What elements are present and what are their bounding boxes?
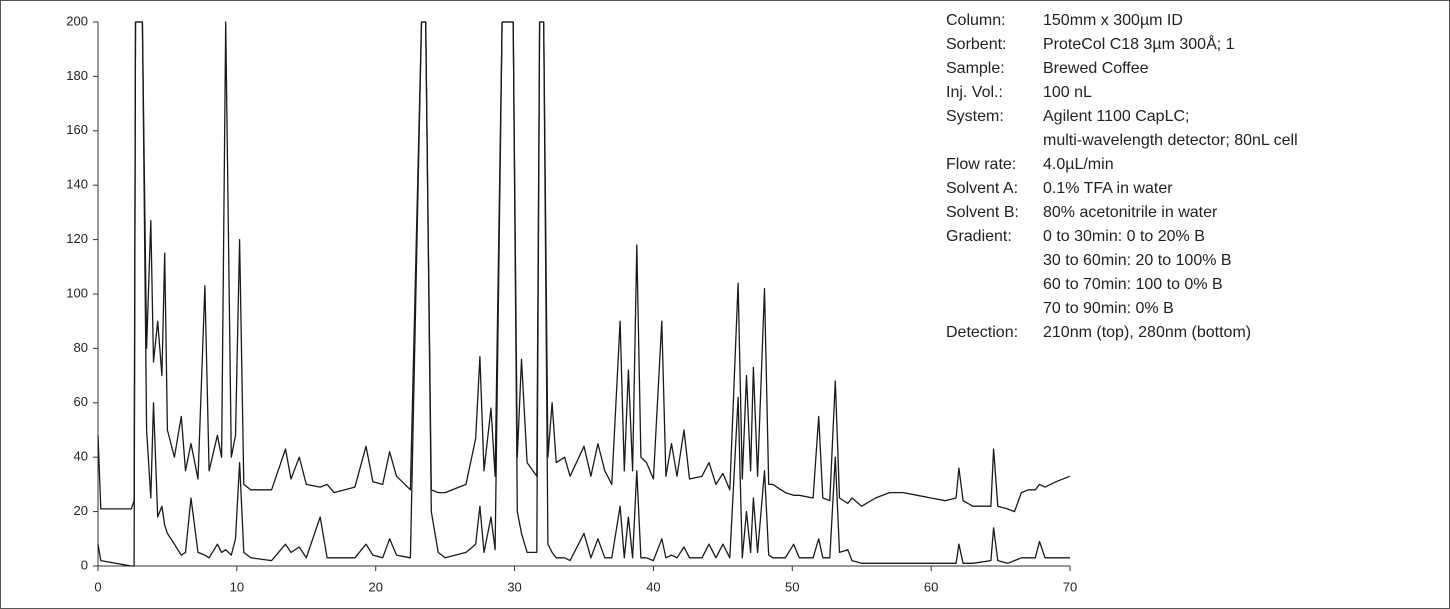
y-tick-label: 180 <box>66 68 88 83</box>
note-text: multi-wavelength detector; 80nL cell <box>1043 132 1298 149</box>
note-text: 210nm (top), 280nm (bottom) <box>1043 324 1251 341</box>
y-tick-label: 160 <box>66 122 88 137</box>
note-label: Flow rate: <box>946 156 1016 173</box>
trace <box>97 21 1071 513</box>
y-tick-label: 20 <box>74 503 88 518</box>
x-tick-label: 50 <box>785 579 799 594</box>
x-tick-label: 70 <box>1063 579 1077 594</box>
note-label: Gradient: <box>946 228 1012 245</box>
note-text: 150mm x 300µm ID <box>1043 12 1183 29</box>
note-label: System: <box>946 108 1004 125</box>
note-label: Solvent A: <box>946 180 1018 197</box>
note-text: 0 to 30min: 0 to 20% B <box>1043 228 1205 245</box>
note-label: Sorbent: <box>946 36 1006 53</box>
y-tick-label: 120 <box>66 231 88 246</box>
note-label: Inj. Vol.: <box>946 84 1003 101</box>
x-tick-label: 10 <box>230 579 244 594</box>
note-text: 70 to 90min: 0% B <box>1043 300 1174 317</box>
note-label: Detection: <box>946 324 1018 341</box>
note-label: Solvent B: <box>946 204 1019 221</box>
note-text: 30 to 60min: 20 to 100% B <box>1043 252 1232 269</box>
note-text: 80% acetonitrile in water <box>1043 204 1218 221</box>
note-text: 60 to 70min: 100 to 0% B <box>1043 276 1223 293</box>
x-tick-label: 40 <box>646 579 660 594</box>
trace <box>97 21 1070 567</box>
note-text: 0.1% TFA in water <box>1043 180 1173 197</box>
x-tick-label: 20 <box>368 579 382 594</box>
note-label: Sample: <box>946 60 1005 77</box>
y-tick-label: 100 <box>66 285 88 300</box>
note-text: ProteCol C18 3µm 300Å; 1 <box>1043 34 1235 53</box>
note-text: Brewed Coffee <box>1043 60 1149 77</box>
y-tick-label: 40 <box>74 449 88 464</box>
note-text: 4.0µL/min <box>1043 156 1114 173</box>
y-tick-label: 200 <box>66 13 88 28</box>
x-tick-label: 60 <box>924 579 938 594</box>
y-tick-label: 0 <box>81 557 88 572</box>
x-tick-label: 0 <box>94 579 101 594</box>
y-tick-label: 80 <box>74 340 88 355</box>
note-text: Agilent 1100 CapLC; <box>1043 108 1189 125</box>
y-tick-label: 140 <box>66 177 88 192</box>
note-label: Column: <box>946 12 1006 29</box>
note-text: 100 nL <box>1043 84 1092 101</box>
y-tick-label: 60 <box>74 394 88 409</box>
x-tick-label: 30 <box>507 579 521 594</box>
